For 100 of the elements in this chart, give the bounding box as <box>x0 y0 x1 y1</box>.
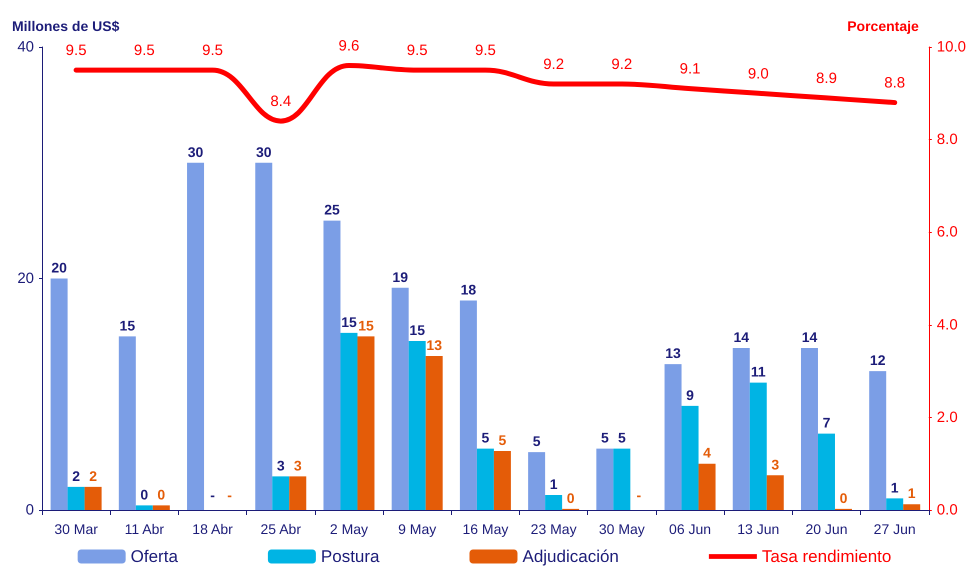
bar <box>323 220 340 510</box>
bar <box>494 450 511 510</box>
data-label: 9 <box>686 386 694 403</box>
y-tick-label: 20 <box>17 270 34 287</box>
bar <box>272 476 290 510</box>
x-tick-label: 25 Abr <box>260 521 302 537</box>
bar <box>255 162 272 510</box>
x-tick-label: 20 Jun <box>805 521 848 537</box>
data-label: 8.9 <box>816 70 837 87</box>
bar <box>84 486 102 510</box>
bar <box>136 505 153 510</box>
bar <box>289 476 306 510</box>
text: - <box>210 487 215 503</box>
data-label: 9.5 <box>202 42 223 60</box>
bar <box>869 371 886 510</box>
y-tick-label: 40 <box>17 38 34 56</box>
bar <box>682 406 699 510</box>
x-tick-label: 2 May <box>330 521 368 537</box>
bar <box>392 288 409 510</box>
data-label: 5 <box>498 432 507 448</box>
bar <box>152 505 170 510</box>
data-label: 9.2 <box>611 56 632 74</box>
bar <box>50 278 68 510</box>
data-label: 18 <box>460 281 476 298</box>
data-label: 1 <box>890 479 899 496</box>
x-tick-label: 16 May <box>462 521 508 537</box>
x-tick-label: 18 Abr <box>192 521 234 537</box>
bar <box>476 448 494 510</box>
x-tick-label: 9 May <box>398 521 436 537</box>
data-label: 0 <box>140 486 148 502</box>
bar <box>426 356 443 510</box>
bar <box>664 364 682 510</box>
y-tick-label: 0 <box>26 502 34 518</box>
data-label: 25 <box>324 202 340 218</box>
data-label: 5 <box>600 430 609 446</box>
data-label: 11 <box>750 364 766 380</box>
data-label: 5 <box>482 430 490 446</box>
data-label: 2 <box>89 468 98 484</box>
data-label: 13 <box>426 337 442 354</box>
legend-label: Oferta <box>130 547 178 566</box>
data-label: 0 <box>157 486 166 502</box>
data-label: 9.5 <box>66 42 87 60</box>
data-label: 3 <box>771 456 780 472</box>
data-label: 9.5 <box>474 42 496 60</box>
y2-axis-title: Porcentaje <box>847 18 920 34</box>
data-label: 13 <box>665 345 682 362</box>
bar <box>800 348 818 510</box>
bar <box>357 336 374 510</box>
data-label: 0 <box>566 490 575 506</box>
data-label: 30 <box>256 144 272 160</box>
x-tick-label: 30 May <box>598 521 645 537</box>
data-label: 3 <box>276 457 285 474</box>
bar <box>886 498 904 510</box>
data-label: 15 <box>120 317 136 334</box>
y2-tick-label: 6.0 <box>936 224 958 241</box>
data-label: 5 <box>532 433 541 450</box>
data-label: 30 <box>188 144 204 160</box>
text: - <box>227 487 232 503</box>
x-tick-label: 13 Jun <box>737 521 780 537</box>
data-label: 7 <box>822 414 831 431</box>
x-tick-label: 30 Mar <box>54 521 98 537</box>
bar <box>698 464 716 510</box>
data-label: 12 <box>870 352 886 368</box>
bar <box>118 336 136 510</box>
y2-tick-label: 2.0 <box>936 408 958 426</box>
data-label: 9.1 <box>680 60 700 78</box>
y2-tick-label: 10.0 <box>936 38 966 56</box>
text: - <box>636 487 642 503</box>
data-label: 1 <box>550 476 558 492</box>
bar <box>460 300 477 510</box>
bar <box>528 452 546 510</box>
bar <box>766 475 784 510</box>
legend-label: Postura <box>320 547 380 566</box>
bar <box>750 382 767 510</box>
y2-tick-label: 0.0 <box>936 502 958 518</box>
data-label: 8.8 <box>884 74 906 92</box>
data-label: 15 <box>358 317 374 334</box>
bar <box>596 448 614 510</box>
data-label: 4 <box>703 444 712 461</box>
data-label: 15 <box>341 314 357 330</box>
data-label: 14 <box>802 328 818 345</box>
data-label: 9.5 <box>134 42 155 60</box>
data-label: 19 <box>392 268 408 285</box>
y2-tick-label: 8.0 <box>936 131 958 148</box>
data-label: 15 <box>409 322 426 338</box>
data-label: 1 <box>908 485 916 502</box>
data-label: 8.4 <box>270 93 292 110</box>
x-tick-label: 11 Abr <box>124 521 164 537</box>
data-label: 5 <box>618 430 626 446</box>
bar <box>545 494 562 510</box>
data-label: 20 <box>51 260 68 276</box>
y2-tick-label: 4.0 <box>936 316 958 334</box>
bar <box>818 434 835 510</box>
data-label: 9.5 <box>406 42 428 60</box>
data-label: 9.0 <box>748 65 769 82</box>
data-label: 2 <box>72 468 80 484</box>
bar <box>68 486 85 510</box>
data-label: 0 <box>840 490 848 506</box>
bar <box>613 448 630 510</box>
legend-label: Tasa rendimiento <box>762 547 892 566</box>
